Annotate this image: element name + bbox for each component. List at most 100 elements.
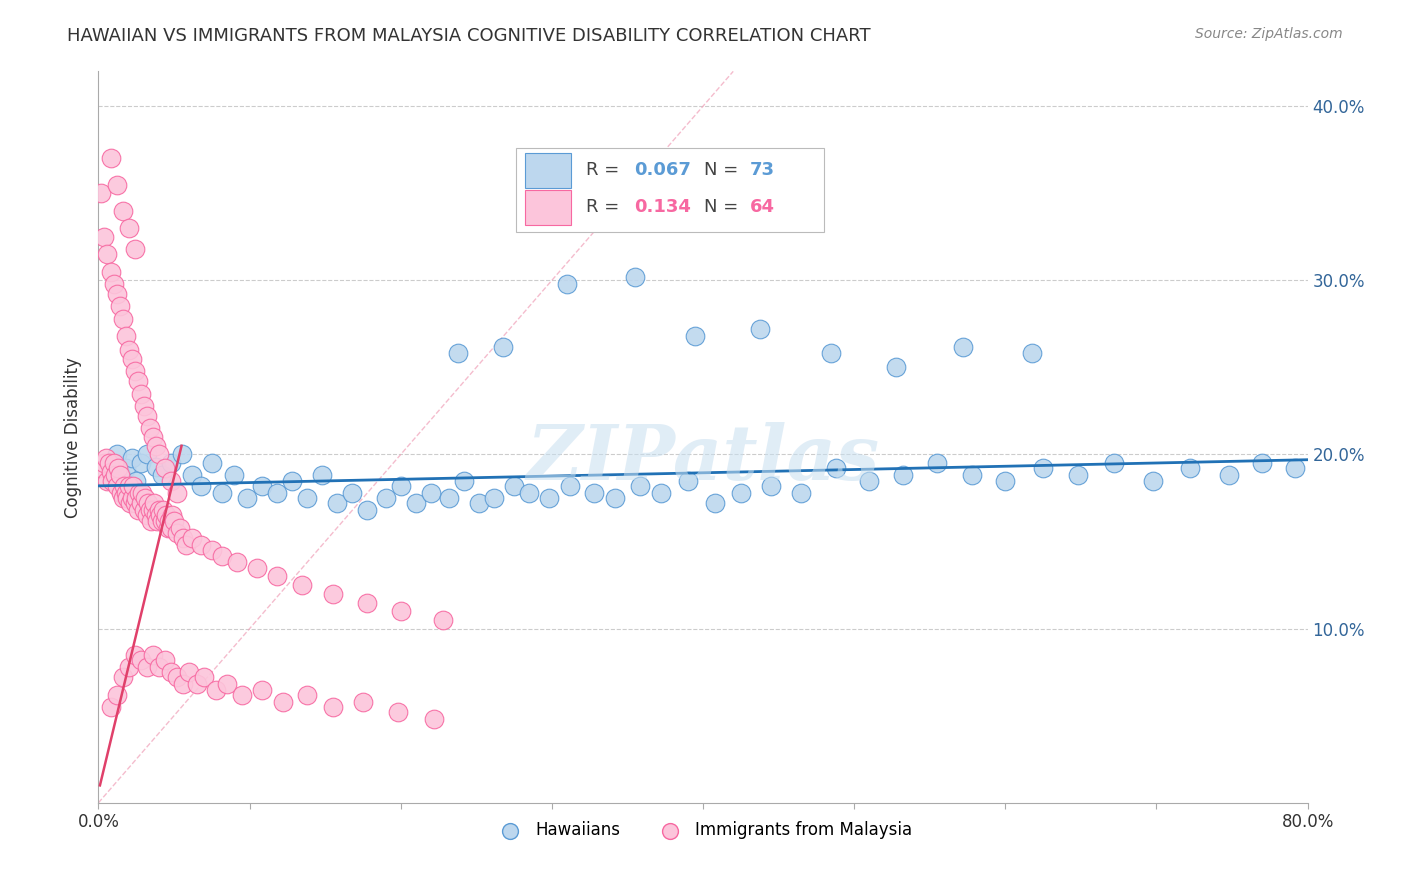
Point (162, 508, 184, 523)
Point (160, 474, 183, 488)
Text: HAWAIIAN VS IMMIGRANTS FROM MALAYSIA COGNITIVE DISABILITY CORRELATION CHART: HAWAIIAN VS IMMIGRANTS FROM MALAYSIA COG… (67, 27, 872, 45)
Point (111, 203, 134, 218)
Point (128, 485, 150, 500)
Point (960, 468, 983, 483)
Point (139, 503, 162, 517)
Point (125, 474, 148, 488)
Point (181, 468, 204, 483)
Point (152, 503, 174, 517)
Point (193, 670, 215, 684)
Point (1102, 456, 1125, 470)
Point (281, 474, 304, 488)
Point (145, 439, 167, 453)
Point (122, 479, 145, 493)
Text: 64: 64 (751, 198, 775, 216)
Point (517, 485, 540, 500)
Legend: Hawaiians, Immigrants from Malaysia: Hawaiians, Immigrants from Malaysia (486, 814, 920, 846)
Point (160, 456, 183, 470)
Point (163, 514, 186, 528)
Point (389, 479, 412, 493)
Point (190, 538, 212, 552)
Point (124, 242, 146, 256)
Point (118, 343, 141, 357)
Point (994, 474, 1017, 488)
Text: 0.067: 0.067 (634, 161, 690, 179)
Point (172, 531, 194, 545)
Point (131, 485, 153, 500)
Point (759, 479, 782, 493)
Point (387, 705, 409, 719)
Point (322, 700, 344, 714)
Point (246, 560, 269, 574)
Point (124, 496, 146, 510)
Point (558, 479, 581, 493)
Point (121, 351, 143, 366)
Point (166, 525, 188, 540)
Point (676, 474, 699, 488)
Point (90, 461, 112, 475)
Point (100, 265, 122, 279)
Text: Source: ZipAtlas.com: Source: ZipAtlas.com (1195, 27, 1343, 41)
Text: 73: 73 (751, 161, 775, 179)
Point (142, 503, 165, 517)
Point (153, 653, 176, 667)
Point (235, 491, 257, 505)
Point (156, 521, 179, 535)
Point (111, 491, 134, 505)
FancyBboxPatch shape (526, 153, 571, 188)
Point (1021, 346, 1043, 360)
Point (135, 508, 157, 523)
Point (110, 468, 132, 483)
Point (169, 521, 191, 535)
Point (172, 677, 194, 691)
Point (100, 700, 122, 714)
Point (132, 399, 155, 413)
Point (181, 531, 204, 545)
Point (111, 311, 134, 326)
Point (437, 491, 460, 505)
Y-axis label: Cognitive Disability: Cognitive Disability (65, 357, 83, 517)
Point (453, 474, 475, 488)
Point (143, 496, 166, 510)
Point (93, 456, 115, 470)
Point (110, 485, 132, 500)
Point (420, 485, 443, 500)
Point (1284, 461, 1306, 475)
Point (484, 491, 506, 505)
Point (129, 653, 152, 667)
Point (186, 677, 208, 691)
Point (322, 587, 344, 601)
Point (583, 485, 606, 500)
Point (114, 461, 136, 475)
Point (179, 665, 201, 680)
Point (148, 660, 170, 674)
Point (295, 688, 318, 702)
Point (108, 468, 131, 483)
Point (250, 682, 273, 697)
Point (820, 346, 842, 360)
Point (468, 496, 491, 510)
Point (141, 514, 163, 528)
Point (1032, 461, 1054, 475)
Point (150, 514, 173, 528)
Point (129, 386, 152, 401)
Point (211, 485, 233, 500)
Point (148, 448, 170, 462)
Point (405, 496, 427, 510)
Point (153, 514, 176, 528)
Point (146, 514, 169, 528)
Point (650, 485, 672, 500)
Point (159, 514, 181, 528)
Point (100, 465, 122, 479)
Point (825, 461, 848, 475)
Point (503, 479, 526, 493)
Text: N =: N = (704, 198, 744, 216)
Point (155, 508, 177, 523)
Text: R =: R = (586, 161, 630, 179)
Point (104, 468, 127, 483)
Point (190, 479, 212, 493)
Point (231, 688, 253, 702)
Point (374, 491, 396, 505)
Point (952, 339, 974, 353)
Point (148, 503, 170, 517)
